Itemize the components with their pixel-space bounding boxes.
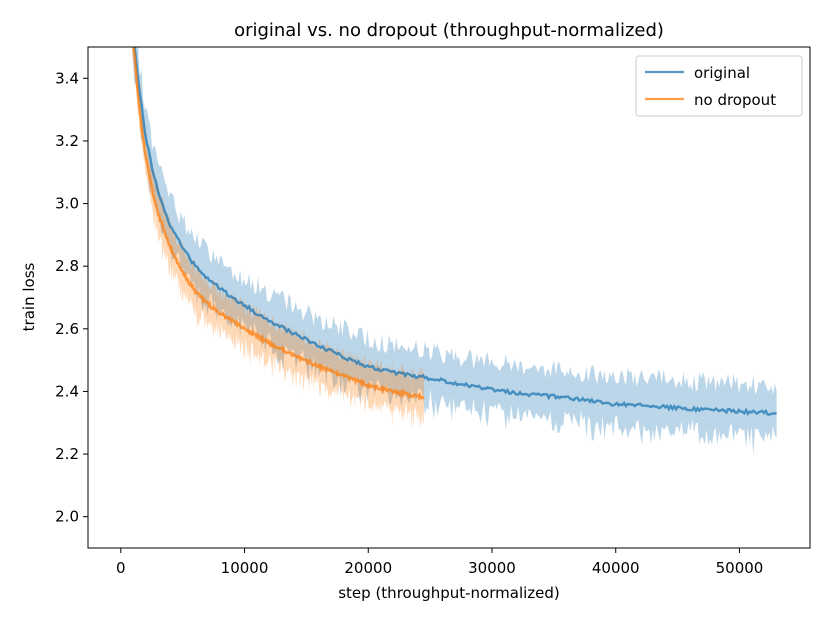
y-tick-label: 2.6 (55, 320, 79, 338)
chart-title: original vs. no dropout (throughput-norm… (234, 20, 664, 41)
x-axis-ticks: 0 10000 20000 30000 40000 50000 (116, 548, 763, 577)
noise-band-original (132, 47, 777, 456)
series-lines (132, 47, 777, 416)
x-tick-label: 10000 (221, 559, 269, 577)
legend: original no dropout (635, 55, 803, 117)
y-tick-label: 2.2 (55, 445, 79, 463)
y-axis-ticks: 2.0 2.2 2.4 2.6 2.8 3.0 3.2 3.4 (55, 69, 88, 526)
y-axis-label: train loss (20, 262, 38, 331)
legend-label-no-dropout: no dropout (694, 91, 776, 109)
x-tick-label: 50000 (716, 559, 764, 577)
y-tick-label: 3.2 (55, 132, 79, 150)
y-tick-label: 3.0 (55, 195, 79, 213)
y-tick-label: 2.4 (55, 382, 79, 400)
series-line-no-dropout (132, 47, 425, 402)
x-tick-label: 20000 (344, 559, 392, 577)
y-tick-label: 2.0 (55, 508, 79, 526)
x-tick-label: 30000 (468, 559, 516, 577)
plot-frame (87, 46, 811, 549)
x-axis-label: step (throughput-normalized) (338, 584, 560, 602)
x-tick-label: 0 (116, 559, 126, 577)
y-tick-label: 2.8 (55, 257, 79, 275)
y-tick-label: 3.4 (55, 69, 79, 87)
x-tick-label: 40000 (592, 559, 640, 577)
legend-label-original: original (694, 64, 750, 82)
series-line-original (133, 47, 777, 416)
